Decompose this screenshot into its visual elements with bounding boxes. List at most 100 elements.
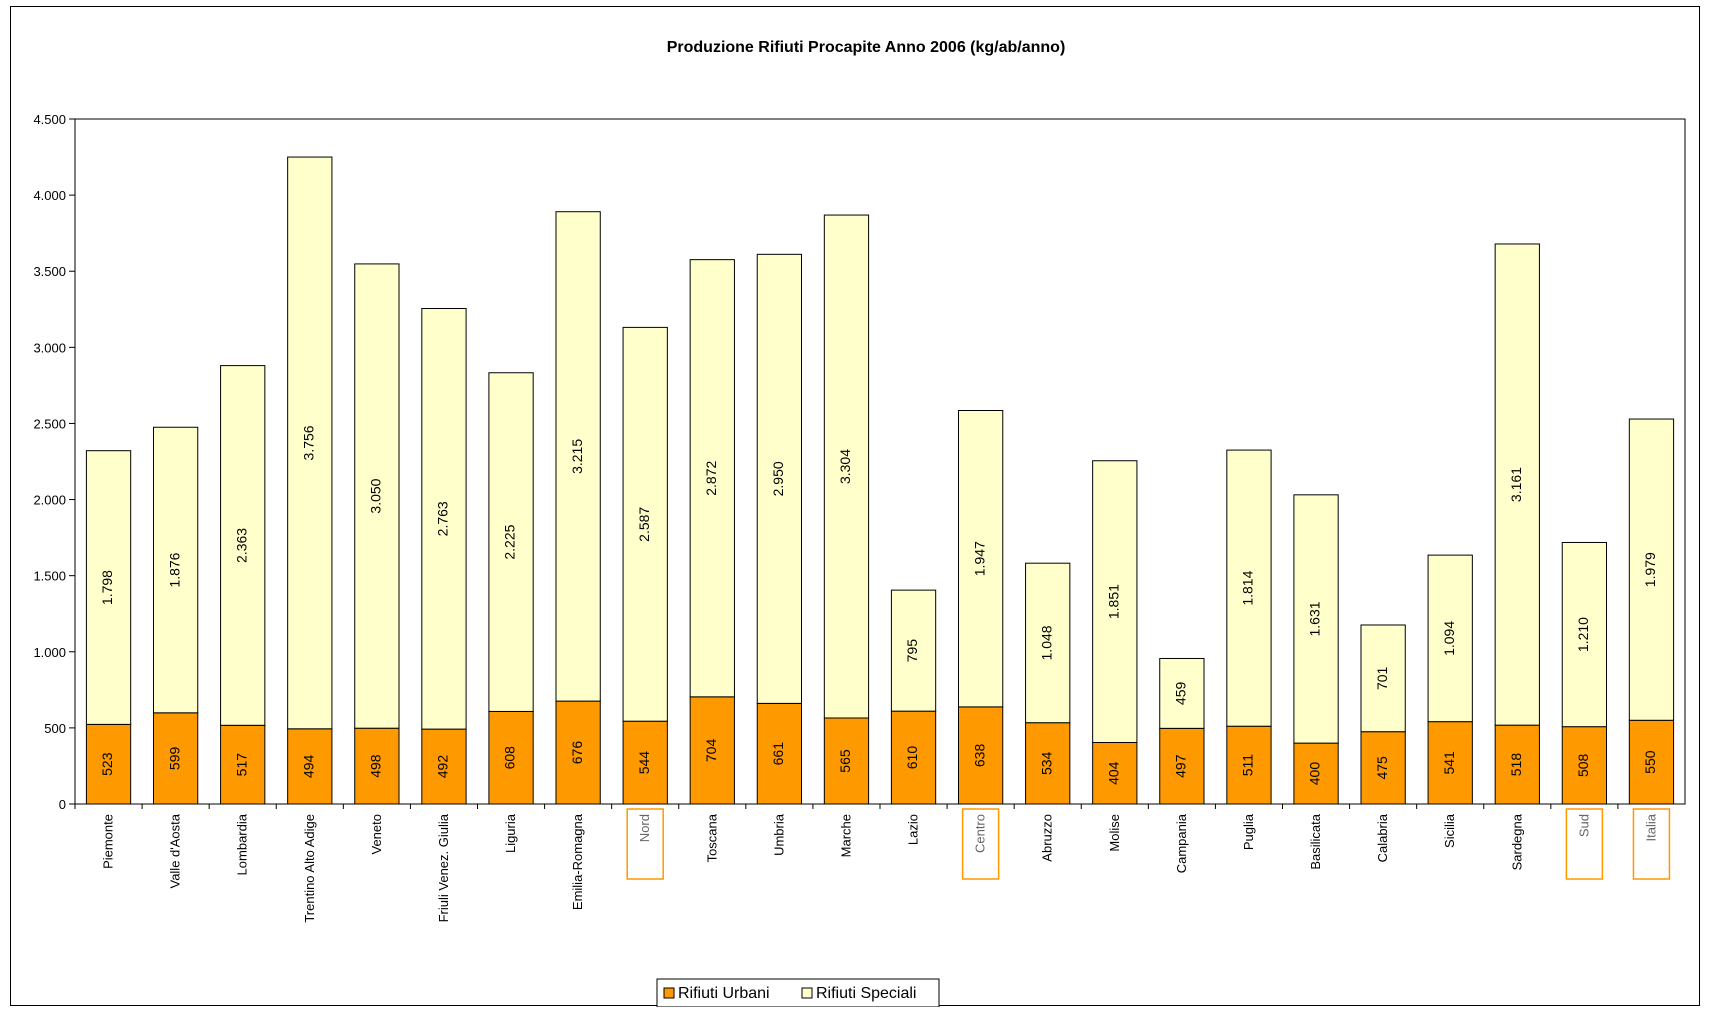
bar-urbani — [1025, 722, 1071, 805]
bar-speciali — [421, 308, 467, 730]
value-label-speciali: 2.225 — [502, 524, 518, 559]
x-tick-label: Campania — [1174, 813, 1189, 873]
bar-urbani — [823, 717, 870, 805]
bar-urbani — [287, 728, 333, 805]
bar-speciali — [220, 365, 266, 726]
value-label-speciali: 2.872 — [703, 461, 719, 496]
bar-urbani — [421, 728, 467, 805]
bar-speciali — [287, 156, 333, 730]
bar-speciali — [1427, 554, 1473, 723]
highlight-box — [1565, 808, 1604, 880]
bar-urbani — [488, 710, 534, 805]
x-tick-label: Lombardia — [235, 813, 250, 875]
value-label-urbani: 676 — [569, 741, 585, 765]
value-label-speciali: 1.947 — [971, 541, 987, 576]
highlight-box — [961, 808, 1000, 880]
bar-speciali — [1025, 562, 1071, 724]
bar-urbani — [354, 727, 400, 805]
bar-speciali — [555, 211, 601, 702]
value-label-speciali: 1.048 — [1038, 625, 1054, 660]
value-label-urbani: 541 — [1441, 751, 1457, 775]
value-label-urbani: 523 — [99, 752, 115, 776]
x-tick-label: Liguria — [503, 813, 518, 853]
bar-urbani — [1628, 719, 1675, 805]
value-label-urbani: 494 — [300, 755, 316, 779]
highlight-box — [1632, 808, 1671, 880]
value-label-urbani: 565 — [837, 749, 853, 773]
value-label-urbani: 610 — [904, 746, 920, 770]
bar-speciali — [488, 372, 534, 712]
y-tick-label: 500 — [44, 721, 66, 736]
bar-speciali — [622, 326, 668, 722]
bar-speciali — [957, 410, 1004, 708]
value-label-urbani: 404 — [1105, 761, 1121, 785]
bars: 523 1.798 599 1.876 517 2.363 494 3.756 498 3.050… — [85, 156, 1675, 805]
bar-speciali — [1360, 624, 1406, 733]
x-tick-label: Lazio — [906, 814, 921, 845]
y-tick-label: 3.500 — [33, 264, 66, 279]
bar-urbani — [1494, 724, 1540, 805]
bar-speciali — [1159, 657, 1205, 729]
y-tick-label: 1.500 — [33, 569, 66, 584]
chart-frame: Produzione Rifiuti Procapite Anno 2006 (… — [10, 6, 1700, 1007]
value-label-urbani: 599 — [166, 747, 182, 771]
y-axis: 0 500 1.000 1.500 2.000 2.500 3.000 3.500 4.000 4… — [33, 112, 75, 812]
value-label-urbani: 534 — [1038, 751, 1054, 775]
bar-urbani — [1427, 721, 1473, 805]
x-tick-label: Basilicata — [1308, 813, 1323, 869]
bar-urbani — [1159, 727, 1205, 805]
x-tick-label: Sardegna — [1509, 813, 1524, 870]
value-label-speciali: 2.763 — [435, 501, 451, 536]
value-label-urbani: 544 — [636, 751, 652, 775]
value-label-urbani: 508 — [1575, 753, 1591, 777]
bar-urbani — [1092, 742, 1138, 805]
bar-speciali — [354, 263, 400, 729]
value-label-speciali: 3.304 — [837, 449, 853, 484]
value-label-speciali: 1.814 — [1240, 570, 1256, 605]
bar-urbani — [85, 723, 132, 805]
x-tick-label: Emilia-Romagna — [570, 813, 585, 910]
x-tick-label: Italia — [1643, 813, 1658, 841]
legend-label-urbani: Rifiuti Urbani — [678, 985, 770, 1002]
chart-title: Produzione Rifiuti Procapite Anno 2006 (… — [667, 39, 1066, 56]
value-label-speciali: 3.050 — [368, 478, 384, 513]
value-label-urbani: 550 — [1642, 750, 1658, 774]
value-label-speciali: 1.210 — [1575, 617, 1591, 652]
value-label-speciali: 1.798 — [99, 570, 115, 605]
y-tick-label: 1.000 — [33, 645, 66, 660]
bar-urbani — [220, 724, 266, 805]
value-label-urbani: 518 — [1508, 753, 1524, 777]
value-label-speciali: 3.215 — [569, 439, 585, 474]
y-tick-label: 0 — [59, 797, 66, 812]
value-label-urbani: 704 — [703, 739, 719, 763]
value-label-speciali: 1.979 — [1642, 552, 1658, 587]
value-label-urbani: 517 — [233, 753, 249, 777]
bar-speciali — [1561, 541, 1608, 728]
bar-speciali — [756, 253, 803, 704]
bar-speciali — [1293, 494, 1339, 744]
legend-label-speciali: Rifiuti Speciali — [816, 985, 916, 1002]
x-tick-label: Friuli Venez. Giulia — [436, 813, 451, 922]
value-label-speciali: 2.950 — [770, 461, 786, 496]
bar-speciali — [890, 589, 937, 712]
value-label-urbani: 511 — [1240, 754, 1256, 777]
bar-speciali — [1092, 460, 1138, 744]
x-tick-label: Valle d'Aosta — [168, 813, 183, 888]
y-tick-label: 3.000 — [33, 340, 66, 355]
legend-swatch-urbani — [663, 987, 675, 999]
y-tick-label: 4.000 — [33, 188, 66, 203]
legend-box — [656, 978, 940, 1007]
bar-speciali — [823, 214, 870, 719]
value-label-speciali: 1.876 — [166, 552, 182, 587]
y-tick-label: 4.500 — [33, 112, 66, 127]
x-tick-label: Marche — [838, 814, 853, 857]
x-axis-labels: Piemonte Valle d'Aosta Lombardia Trentino A… — [74, 804, 1671, 923]
y-tick-label: 2.000 — [33, 493, 66, 508]
value-label-speciali: 1.094 — [1441, 621, 1457, 656]
value-label-urbani: 497 — [1173, 754, 1189, 778]
x-tick-label: Umbria — [771, 813, 786, 856]
legend-swatch-speciali — [801, 987, 813, 999]
bar-urbani — [890, 710, 937, 805]
value-label-urbani: 492 — [435, 755, 451, 779]
value-label-speciali: 2.587 — [636, 507, 652, 542]
